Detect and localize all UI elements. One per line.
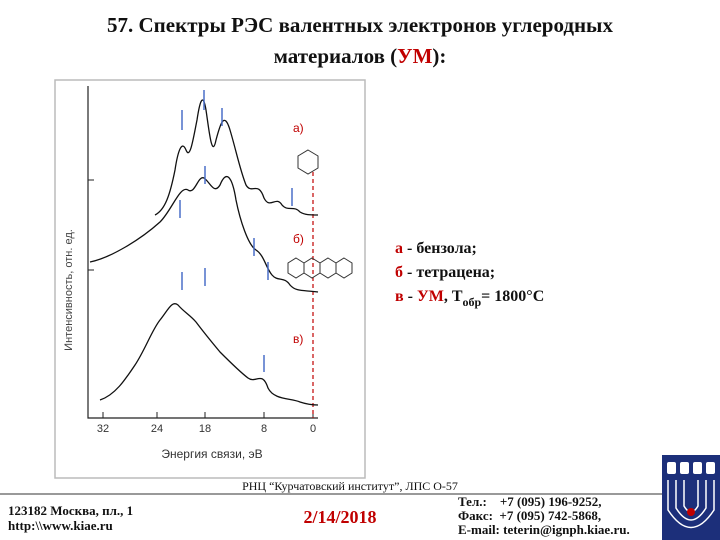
footer-address: 123182 Москва, пл., 1 — [8, 503, 133, 518]
x-tick-label: 18 — [199, 423, 211, 435]
peak-markers — [179, 90, 293, 372]
title-text: материалов ( — [274, 44, 398, 68]
footer-institute: РНЦ “Курчатовский институт”, ЛПС О-57 — [242, 479, 458, 493]
footer-contact: Тел.: +7 (095) 196-9252, — [458, 494, 601, 509]
x-tick-label: 24 — [151, 423, 163, 435]
panel-label: а) — [293, 121, 304, 135]
title-highlight: УМ — [397, 44, 432, 68]
x-tick-label: 8 — [261, 423, 267, 435]
x-tick-label: 32 — [97, 423, 109, 435]
footer-contact: Факс: +7 (095) 742-5868, — [458, 508, 601, 523]
legend: а - бензола; б - тетрацена; в - УМ, Tобр… — [395, 240, 544, 309]
legend-text: = 1800°C — [481, 288, 544, 305]
legend-item: в - УМ, Tобр= 1800°C — [395, 288, 544, 309]
legend-text: - бензола; — [403, 240, 477, 257]
legend-marker: в — [395, 288, 404, 305]
legend-item: б - тетрацена; — [395, 264, 495, 281]
legend-text: - — [404, 288, 417, 305]
spectrum-c — [99, 303, 319, 406]
legend-text: - тетрацена; — [403, 264, 495, 281]
title-line: 57. Спектры РЭС валентных электронов угл… — [107, 13, 613, 37]
y-axis-label: Интенсивность, отн. ед. — [63, 229, 75, 351]
footer-date: 2/14/2018 — [303, 507, 376, 527]
title-text: ): — [432, 44, 446, 68]
logo — [662, 455, 720, 540]
molecule-icons — [287, 149, 353, 279]
spectrum-b — [89, 175, 319, 293]
footer-contact: E-mail: teterin@ignph.kiae.ru. — [458, 522, 630, 537]
figure: а) б) в) 32 24 18 8 0 Энергия связи, эВ … — [54, 79, 366, 479]
legend-marker: б — [395, 264, 403, 281]
legend-marker: а — [395, 240, 403, 257]
axes — [87, 86, 318, 419]
panel-label: в) — [293, 332, 303, 346]
title-line: материалов (УМ): — [274, 44, 447, 68]
x-tick-label: 0 — [310, 423, 316, 435]
legend-subscript: обр — [462, 295, 481, 309]
legend-highlight: УМ — [417, 288, 444, 305]
panel-label: б) — [293, 232, 304, 246]
legend-text: , T — [444, 288, 463, 305]
footer-address: http:\\www.kiae.ru — [8, 518, 113, 533]
x-axis-label: Энергия связи, эВ — [161, 447, 262, 461]
legend-item: а - бензола; — [395, 240, 477, 257]
